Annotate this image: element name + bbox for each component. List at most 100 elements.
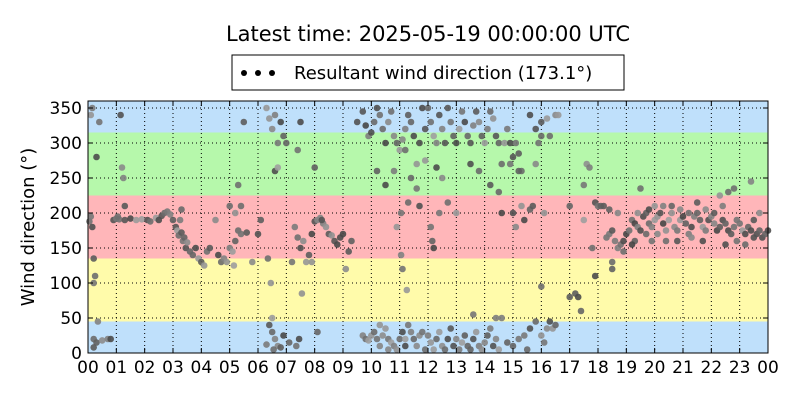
data-point bbox=[274, 139, 282, 147]
data-point bbox=[402, 146, 409, 154]
data-point bbox=[230, 262, 238, 269]
legend: Resultant wind direction (173.1°) bbox=[231, 54, 625, 91]
x-tick-label: 18 bbox=[587, 358, 609, 378]
data-point bbox=[467, 139, 474, 147]
data-point bbox=[725, 188, 732, 196]
data-point bbox=[291, 223, 299, 231]
data-point bbox=[436, 328, 443, 336]
data-point bbox=[403, 286, 411, 294]
data-point bbox=[402, 342, 409, 350]
x-tick-label: 06 bbox=[247, 358, 269, 378]
data-point bbox=[288, 258, 296, 266]
data-point bbox=[404, 199, 412, 206]
data-point bbox=[532, 125, 539, 133]
data-point bbox=[397, 251, 405, 259]
axis-ticks bbox=[87, 101, 769, 354]
y-tick-label: 100 bbox=[50, 274, 82, 294]
data-point bbox=[138, 216, 146, 223]
data-point bbox=[747, 227, 755, 234]
data-point bbox=[176, 216, 184, 224]
data-point bbox=[529, 202, 537, 210]
data-point bbox=[444, 335, 452, 343]
data-point bbox=[419, 328, 426, 336]
data-point bbox=[410, 335, 418, 343]
data-point bbox=[427, 118, 435, 126]
data-point bbox=[393, 346, 401, 353]
data-point bbox=[688, 234, 695, 241]
data-point bbox=[430, 346, 438, 353]
data-point bbox=[467, 160, 474, 168]
data-point bbox=[271, 335, 279, 343]
data-point bbox=[433, 335, 440, 343]
data-point bbox=[266, 321, 273, 329]
data-point bbox=[212, 216, 219, 224]
data-point bbox=[433, 139, 440, 147]
data-point bbox=[453, 209, 460, 217]
data-point bbox=[421, 346, 429, 353]
data-point bbox=[540, 339, 548, 346]
data-point bbox=[555, 111, 562, 119]
data-point bbox=[387, 108, 395, 115]
data-point bbox=[370, 328, 378, 336]
data-point bbox=[702, 206, 709, 213]
data-point bbox=[710, 209, 718, 217]
data-point bbox=[277, 118, 285, 126]
data-point bbox=[226, 202, 233, 210]
data-point bbox=[237, 230, 245, 238]
data-point bbox=[120, 174, 127, 182]
data-point bbox=[359, 108, 367, 115]
data-point bbox=[107, 335, 114, 343]
data-point bbox=[382, 325, 389, 332]
data-point bbox=[515, 335, 522, 343]
data-point bbox=[382, 139, 389, 147]
data-point bbox=[470, 335, 477, 343]
x-tick-label: 02 bbox=[134, 358, 156, 378]
data-point bbox=[478, 346, 486, 353]
data-point bbox=[393, 223, 401, 231]
data-point bbox=[674, 237, 681, 245]
data-point bbox=[538, 283, 545, 290]
data-point bbox=[518, 202, 525, 210]
data-point bbox=[263, 104, 270, 112]
data-point bbox=[543, 325, 551, 332]
data-point bbox=[716, 192, 724, 199]
x-tick-label: 09 bbox=[332, 358, 354, 378]
data-point bbox=[121, 216, 129, 224]
data-point bbox=[121, 202, 129, 210]
data-point bbox=[249, 258, 256, 266]
data-point bbox=[98, 337, 106, 344]
data-point bbox=[232, 209, 239, 217]
data-point bbox=[444, 104, 452, 112]
data-point bbox=[266, 115, 273, 122]
data-point bbox=[342, 265, 350, 273]
data-point bbox=[424, 332, 432, 339]
data-point bbox=[509, 209, 517, 217]
data-point bbox=[429, 237, 436, 245]
x-tick-label: 04 bbox=[191, 358, 213, 378]
data-point bbox=[484, 332, 491, 339]
legend-entry: Resultant wind direction (173.1°) bbox=[294, 63, 592, 84]
data-point bbox=[334, 241, 341, 248]
data-point bbox=[183, 239, 191, 246]
data-point bbox=[489, 342, 497, 350]
data-point bbox=[756, 227, 763, 234]
data-point bbox=[566, 202, 573, 210]
data-point bbox=[178, 206, 185, 213]
data-point bbox=[693, 199, 701, 206]
data-point bbox=[538, 118, 545, 126]
data-point bbox=[453, 139, 460, 147]
data-point bbox=[413, 342, 421, 350]
data-point bbox=[441, 139, 449, 147]
data-point bbox=[237, 202, 245, 210]
data-point bbox=[504, 339, 511, 346]
x-tick-label: 12 bbox=[417, 358, 439, 378]
legend-box bbox=[231, 54, 625, 91]
y-tick-label: 150 bbox=[50, 239, 82, 259]
data-point bbox=[223, 258, 231, 266]
data-point bbox=[625, 227, 633, 234]
data-point bbox=[294, 146, 302, 154]
data-point bbox=[424, 104, 432, 112]
x-tick-label: 14 bbox=[474, 358, 496, 378]
data-point bbox=[382, 181, 389, 189]
